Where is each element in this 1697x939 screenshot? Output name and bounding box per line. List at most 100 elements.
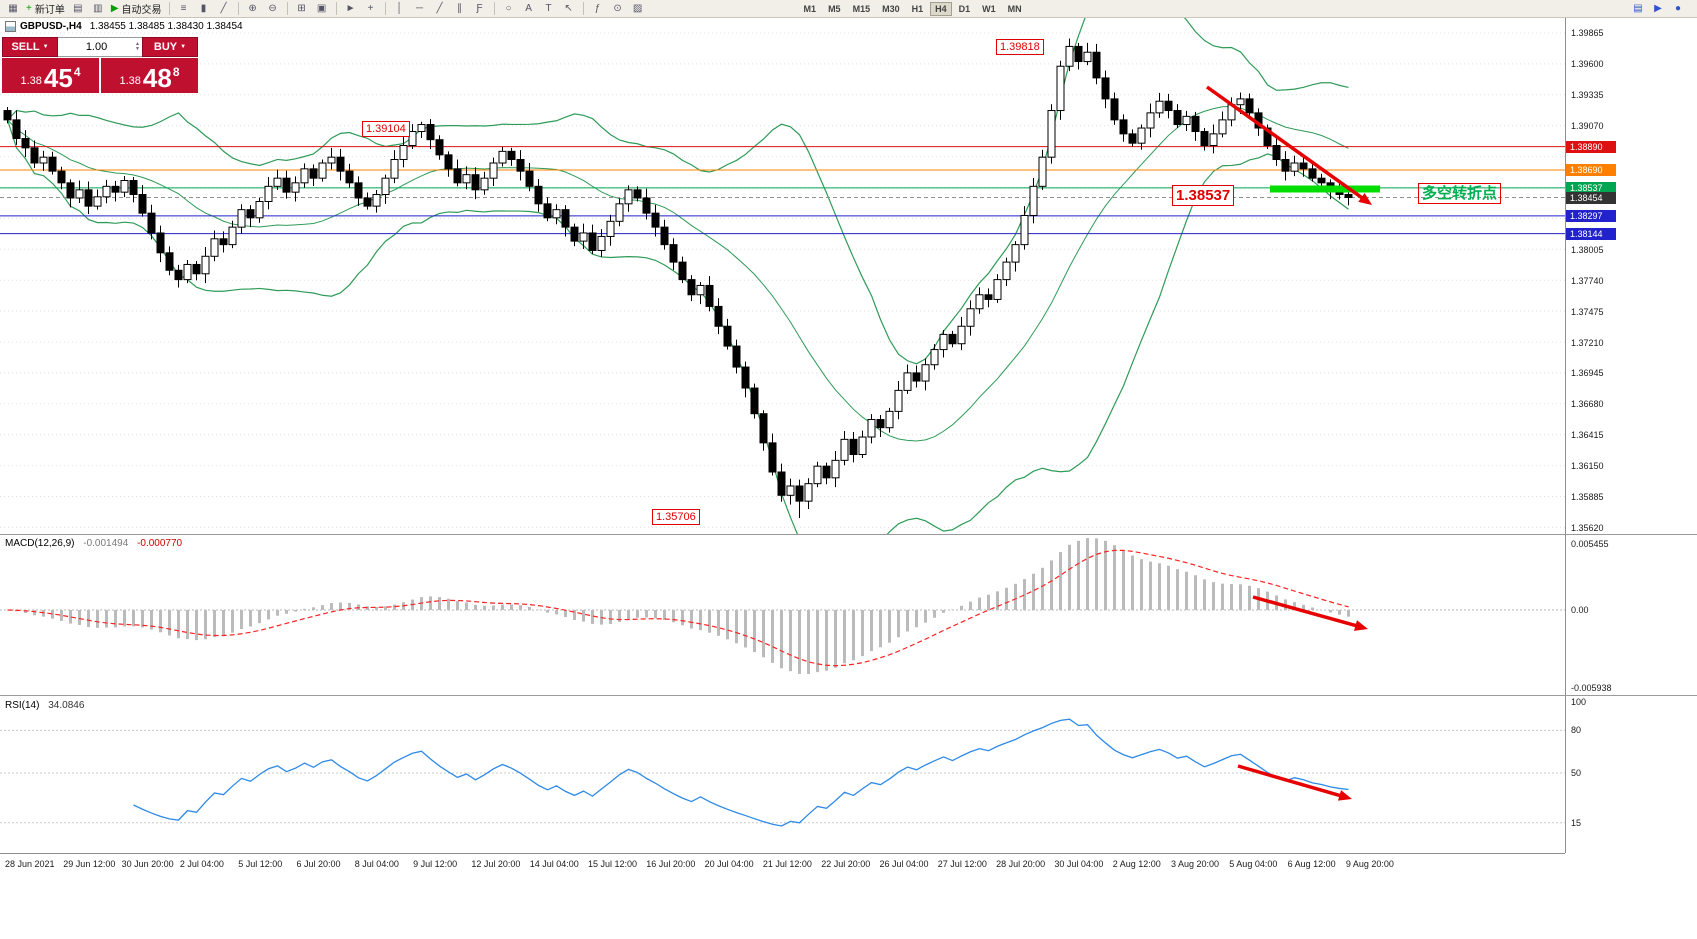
candlestick-series[interactable] [3, 38, 1353, 518]
indicators-icon[interactable]: ƒ [589, 1, 607, 16]
channel-icon[interactable]: ∥ [451, 1, 469, 16]
chevron-down-icon: ▼ [42, 44, 49, 50]
volume-input[interactable] [58, 40, 136, 54]
candlestick-chart-icon: ▮ [200, 3, 207, 14]
price-axis[interactable]: 1.39865 1.39600 1.39335 1.39070 1.38005 1.377… [1565, 18, 1697, 853]
sell-price-pip: 4 [73, 65, 81, 79]
rsi-panel[interactable] [0, 718, 1565, 827]
panel-separator[interactable] [0, 695, 1697, 696]
macd-main-value: -0.001494 [83, 538, 129, 549]
timeframe-m5[interactable]: M5 [828, 3, 841, 14]
panel-separator[interactable] [0, 534, 1697, 535]
buy-button[interactable]: 1.38 48 8 [101, 58, 198, 93]
timeframe-w1[interactable]: W1 [982, 3, 996, 14]
timeframe-h1[interactable]: H1 [911, 3, 924, 14]
timeframe-m1[interactable]: M1 [803, 3, 817, 14]
candlestick-chart-icon[interactable]: ▮ [195, 1, 213, 16]
vertical-line-icon[interactable]: │ [391, 1, 409, 16]
time-label: 2 Jul 04:00 [179, 859, 224, 869]
auto-arrange-icon[interactable]: ▣ [313, 1, 331, 16]
rsi-trend-arrow[interactable] [1237, 764, 1352, 801]
price-tick-label: 100 [1571, 697, 1587, 707]
price-label-annotation[interactable]: 1.39818 [996, 39, 1044, 55]
cursor-icon[interactable]: ► [342, 1, 360, 16]
timeframe-h4[interactable]: H4 [930, 1, 952, 16]
periods-icon[interactable]: ⊙ [609, 1, 627, 16]
price-label-annotation[interactable]: 1.35706 [652, 509, 700, 525]
crosshair-icon[interactable]: + [362, 1, 380, 16]
price-label-annotation[interactable]: 1.38537 [1172, 185, 1235, 206]
time-label: 9 Aug 20:00 [1345, 859, 1394, 869]
price-tick-label: 1.38005 [1571, 244, 1604, 255]
buy-dropdown-button[interactable]: BUY ▼ [142, 37, 198, 57]
timeframe-mn[interactable]: MN [1007, 3, 1022, 14]
line-chart-icon[interactable]: ╱ [215, 1, 233, 16]
time-label: 22 Jul 20:00 [821, 859, 871, 869]
main-trend-arrow[interactable] [1205, 85, 1372, 205]
time-label: 30 Jul 04:00 [1054, 859, 1104, 869]
price-tick-label: 0.005455 [1571, 539, 1609, 549]
charts-grid-icon[interactable]: ▥ [89, 1, 107, 16]
chevron-down-icon: ▼ [180, 44, 187, 50]
new-order-button-label: 新订单 [34, 5, 65, 16]
main-chart-panel[interactable] [0, 0, 1565, 565]
bar-chart-icon[interactable]: ≡ [175, 1, 193, 16]
toolbar-group: ▦ + 新订单 ▤ ▥ ▶ 自动交易 [3, 1, 165, 16]
sell-dropdown-button[interactable]: SELL ▼ [2, 37, 58, 57]
timeframe-m15[interactable]: M15 [852, 3, 871, 14]
toolbar-separator [493, 2, 495, 15]
rsi-indicator-header: RSI(14) 34.0846 [5, 700, 84, 711]
symbol-label: GBPUSD-,H4 [20, 21, 82, 32]
templates-icon[interactable]: ▨ [629, 1, 647, 16]
price-badge-1.38537: 1.38537 [1566, 181, 1616, 194]
zoom-in-icon[interactable]: ⊕ [244, 1, 262, 16]
price-tick-label: 1.37740 [1571, 275, 1604, 286]
bollinger-lower-band [6, 119, 1349, 534]
autotrading-button[interactable]: ▶ 自动交易 [109, 1, 164, 16]
volume-decrease-button[interactable]: ▼ [135, 46, 140, 52]
new-order-button[interactable]: + 新订单 [24, 1, 67, 16]
auto-scroll-icon[interactable]: ● [1669, 1, 1687, 16]
new-chart-icon[interactable]: ▦ [4, 1, 22, 16]
profiles-icon[interactable]: ▤ [69, 1, 87, 16]
time-label: 8 Jul 04:00 [354, 859, 399, 869]
fibonacci-icon[interactable]: Ƒ [471, 1, 489, 16]
text-icon[interactable]: A [520, 1, 538, 16]
price-tick-label: 1.37475 [1571, 306, 1604, 317]
macd-trend-arrow[interactable] [1252, 595, 1368, 631]
volume-box: ▲ ▼ [58, 37, 142, 57]
timeframe-m30[interactable]: M30 [882, 3, 900, 14]
text-label-icon[interactable]: T [540, 1, 558, 16]
time-axis[interactable]: 28 Jun 2021 29 Jun 12:00 30 Jun 20:00 2 Jul… [0, 853, 1565, 880]
zoom-out-icon[interactable]: ⊖ [264, 1, 282, 16]
time-label: 16 Jul 20:00 [646, 859, 696, 869]
chart-symbol-header: GBPUSD-,H4 1.38455 1.38485 1.38430 1.384… [5, 21, 243, 32]
macd-indicator-header: MACD(12,26,9) -0.001494 -0.000770 [5, 538, 182, 549]
dock-chart-icon[interactable]: ▤ [1629, 1, 1647, 16]
turning-point-label[interactable]: 多空转折点 [1418, 183, 1502, 204]
macd-panel[interactable] [0, 538, 1565, 674]
drawing-objects[interactable] [1205, 85, 1380, 801]
line-chart-icon: ╱ [220, 3, 227, 14]
price-label-annotation[interactable]: 1.39104 [362, 121, 410, 137]
vertical-line-icon: │ [396, 3, 403, 14]
toolbar-group: ○ A T ↖ [499, 1, 579, 16]
tile-windows-icon[interactable]: ⊞ [293, 1, 311, 16]
time-label: 28 Jul 20:00 [996, 859, 1046, 869]
arrows-tool-icon[interactable]: ↖ [560, 1, 578, 16]
sell-button[interactable]: 1.38 45 4 [2, 58, 99, 93]
zoom-out-icon: ⊖ [268, 3, 277, 14]
volume-increase-button[interactable]: ▲ [135, 41, 140, 47]
timeframe-d1[interactable]: D1 [958, 3, 971, 14]
toolbar-separator [335, 2, 337, 15]
macd-signal-value: -0.000770 [137, 538, 183, 549]
chart-shift-icon[interactable]: ▶ [1649, 1, 1667, 16]
bollinger-bands [6, 18, 1349, 534]
trendline-icon[interactable]: ╱ [431, 1, 449, 16]
shapes-icon[interactable]: ○ [500, 1, 518, 16]
price-tick-label: 1.39070 [1571, 120, 1604, 131]
horizontal-line-icon[interactable]: ─ [411, 1, 429, 16]
